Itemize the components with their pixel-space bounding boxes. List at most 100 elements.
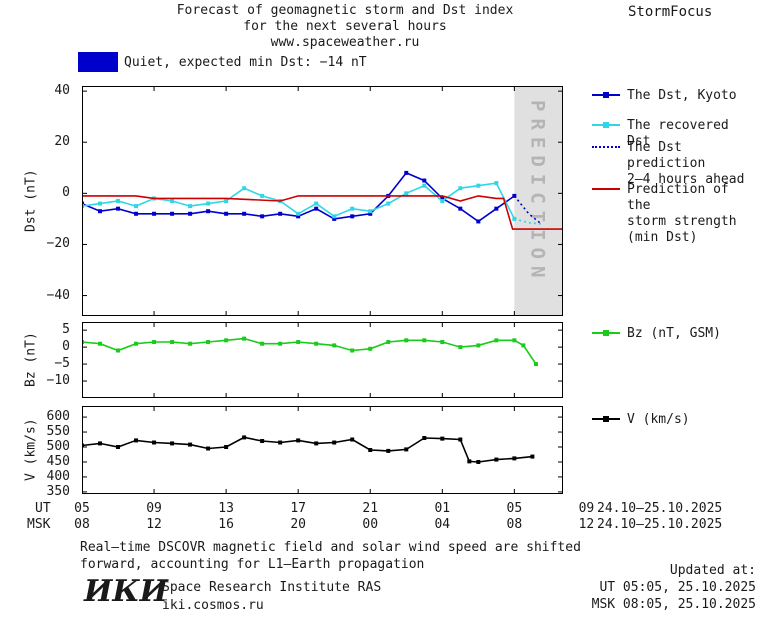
institute-site: iki.cosmos.ru bbox=[162, 598, 264, 613]
footnote-line2: forward, accounting for L1–Earth propaga… bbox=[80, 557, 425, 572]
page-title: Forecast of geomagnetic storm and Dst in… bbox=[65, 3, 625, 51]
solar-wind-speed-point bbox=[332, 440, 337, 445]
recovered-dst-point bbox=[242, 186, 247, 191]
msk-axis-label: MSK bbox=[27, 517, 51, 532]
y-tick-label: 20 bbox=[54, 134, 70, 150]
x-tick-label: 16 bbox=[218, 517, 234, 532]
prediction-band bbox=[514, 86, 563, 316]
dst-axis-title: Dst (nT) bbox=[23, 169, 39, 233]
solar-wind-speed-point bbox=[476, 459, 481, 464]
ut-axis-label: UT bbox=[35, 501, 51, 516]
series-storm-strength-prediction bbox=[82, 195, 563, 230]
x-tick-label: 08 bbox=[74, 517, 90, 532]
x-tick-label: 21 bbox=[362, 501, 379, 516]
solar-wind-speed-point bbox=[242, 435, 247, 440]
x-tick-label: 09 bbox=[578, 501, 595, 516]
dst-plot-frame bbox=[82, 86, 563, 316]
solar-wind-speed-point bbox=[260, 439, 265, 444]
ut-axis-row: UT 24.10–25.10.2025 05 09 13 17 21 01 05 09 bbox=[0, 501, 760, 517]
ut-date-range: 24.10–25.10.2025 bbox=[597, 501, 723, 516]
solar-wind-speed-point bbox=[224, 445, 229, 450]
bz-gsm-point bbox=[206, 340, 211, 345]
x-tick-label: 17 bbox=[290, 501, 306, 516]
legend-dst-kyoto-label: The Dst, Kyoto bbox=[627, 88, 737, 103]
recovered-dst-point bbox=[224, 199, 229, 203]
recovered-dst-point bbox=[116, 199, 121, 203]
bz-gsm-point bbox=[458, 345, 463, 350]
dst-kyoto-point bbox=[422, 178, 427, 183]
y-tick-label: −5 bbox=[54, 356, 70, 372]
updated-msk: MSK 08:05, 25.10.2025 bbox=[591, 597, 756, 612]
bz-gsm-point bbox=[296, 340, 301, 345]
solar-wind-speed-point bbox=[386, 448, 391, 453]
dst-kyoto-point bbox=[296, 214, 301, 219]
recovered-dst-point bbox=[206, 201, 211, 206]
recovered-dst-point bbox=[440, 199, 445, 203]
recovered-dst-point bbox=[386, 201, 391, 206]
solar-wind-speed-point bbox=[368, 448, 373, 452]
recovered-dst-point bbox=[494, 181, 499, 186]
dst-kyoto-marker bbox=[592, 92, 620, 98]
msk-axis-row: MSK 24.10–25.10.2025 08 12 16 20 00 04 08 12 bbox=[0, 517, 760, 533]
legend-v-label: V (km/s) bbox=[627, 412, 690, 427]
bz-marker bbox=[592, 330, 620, 336]
bz-gsm-point bbox=[98, 341, 103, 346]
bz-y-axis-labels: 5 0 −5 −10 bbox=[0, 322, 78, 398]
dst-kyoto-point bbox=[476, 219, 481, 224]
recovered-dst-point bbox=[476, 183, 481, 188]
solar-wind-speed-point bbox=[350, 437, 355, 442]
x-tick-label: 00 bbox=[362, 517, 379, 532]
y-tick-label: 500 bbox=[46, 439, 70, 454]
msk-date-range: 24.10–25.10.2025 bbox=[597, 517, 723, 532]
y-tick-label: 0 bbox=[62, 339, 70, 355]
recovered-dst-point bbox=[512, 216, 517, 221]
dst-kyoto-point bbox=[134, 211, 139, 216]
institute-name: Space Research Institute RAS bbox=[162, 580, 382, 595]
solar-wind-speed-point bbox=[422, 436, 427, 441]
dst-kyoto-point bbox=[494, 206, 499, 211]
legend-bz-label: Bz (nT, GSM) bbox=[627, 326, 721, 341]
solar-wind-speed-point bbox=[314, 441, 319, 446]
solar-wind-speed-point bbox=[116, 445, 121, 450]
dst-kyoto-point bbox=[368, 211, 373, 216]
y-tick-label: 450 bbox=[46, 453, 70, 469]
legend-bz: Bz (nT, GSM) bbox=[592, 326, 721, 342]
dst-kyoto-point bbox=[458, 206, 463, 211]
recovered-dst-point bbox=[458, 186, 463, 191]
solar-wind-speed-point bbox=[458, 437, 463, 442]
v-marker bbox=[592, 416, 620, 422]
dst-kyoto-point bbox=[206, 209, 211, 214]
y-tick-label: 550 bbox=[46, 424, 70, 440]
v-axis-title: V (km/s) bbox=[23, 418, 39, 482]
dst-kyoto-point bbox=[404, 170, 409, 175]
bz-axis-title: Bz (nT) bbox=[23, 332, 39, 388]
solar-wind-speed-point bbox=[170, 441, 175, 446]
recovered-dst-point bbox=[314, 201, 319, 206]
bz-gsm-point bbox=[422, 338, 427, 343]
legend-storm-line3: (min Dst) bbox=[627, 230, 698, 245]
recovered-dst-point bbox=[134, 204, 139, 209]
bz-gsm-point bbox=[260, 341, 265, 346]
bz-gsm-point bbox=[512, 338, 517, 343]
recovered-dst-point bbox=[332, 214, 337, 219]
recovered-dst-point bbox=[98, 201, 103, 206]
v-plot bbox=[82, 406, 563, 494]
y-tick-label: 400 bbox=[46, 468, 70, 484]
dst-kyoto-point bbox=[224, 211, 229, 216]
dst-kyoto-point bbox=[350, 214, 355, 219]
recovered-dst-point bbox=[188, 204, 193, 209]
x-tick-label: 04 bbox=[434, 517, 451, 532]
x-tick-label: 08 bbox=[506, 517, 523, 532]
solar-wind-speed-point bbox=[404, 447, 409, 452]
legend-storm-strength: Prediction of the storm strength (min Ds… bbox=[592, 182, 760, 246]
recovered-dst-marker bbox=[592, 122, 620, 128]
title-line-2: for the next several hours bbox=[243, 19, 447, 34]
x-tick-label: 13 bbox=[218, 501, 234, 516]
dst-kyoto-point bbox=[242, 211, 247, 216]
y-tick-label: −20 bbox=[46, 236, 70, 252]
legend-storm-strength-label: Prediction of the storm strength (min Ds… bbox=[627, 182, 760, 246]
bz-gsm-point bbox=[533, 362, 538, 367]
footnote-line1: Real–time DSCOVR magnetic field and sola… bbox=[80, 540, 581, 555]
dst-kyoto-point bbox=[440, 196, 445, 201]
